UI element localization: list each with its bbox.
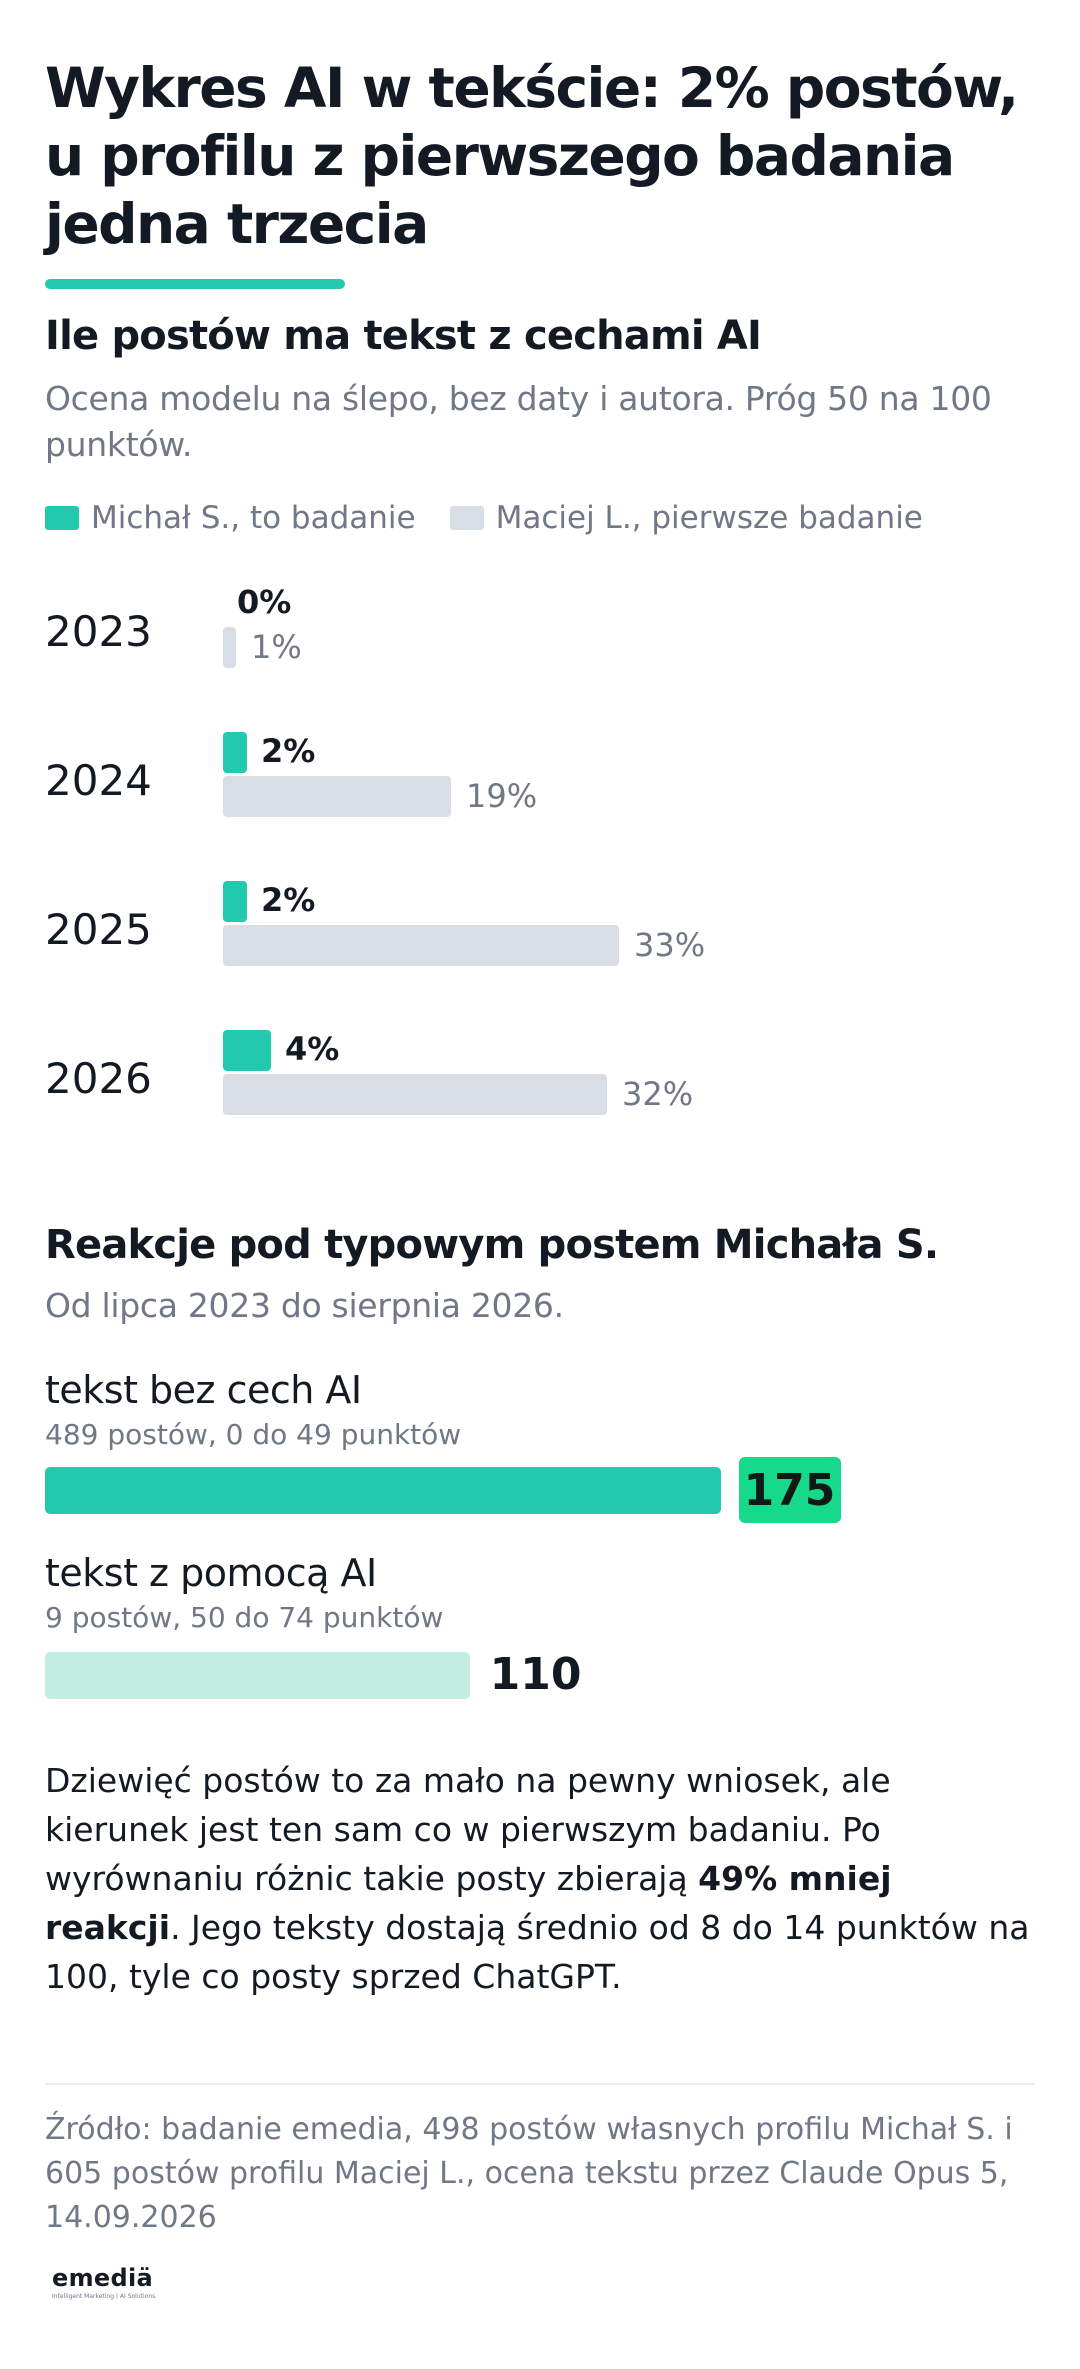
summary-paragraph: Dziewięć postów to za mało na pewny wnio… (45, 1756, 1035, 2001)
page-title: Wykres AI w tekście: 2% postów, u profil… (45, 56, 1019, 256)
reaction-category-note: 489 postów, 0 do 49 punktów (45, 1418, 462, 1451)
reaction-category-label: tekst z pomocą AI (45, 1551, 377, 1595)
bar-value-series-b: 32% (622, 1075, 694, 1113)
reaction-value-badge: 175 (738, 1457, 841, 1523)
legend-swatch-series-b (449, 506, 484, 530)
bar-series-b (223, 1074, 607, 1115)
bar-series-a (223, 732, 247, 773)
chart1-title: Ile postów ma tekst z cechami AI (45, 313, 762, 359)
bar-series-b (223, 776, 451, 817)
reaction-bar (45, 1467, 721, 1514)
bar-series-a (223, 881, 247, 922)
legend-label-series-a: Michał S., to badanie (91, 500, 416, 536)
bar-value-series-a: 2% (261, 732, 316, 770)
summary-text-end: . Jego teksty dostają średnio od 8 do 14… (45, 1908, 1030, 1996)
year-label: 2025 (45, 905, 152, 954)
bar-series-a (223, 1030, 271, 1071)
bar-value-series-b: 33% (634, 926, 706, 964)
bar-series-b (223, 627, 236, 668)
summary-highlight: 49% mniej reakcji (45, 1859, 892, 1947)
bar-series-b (223, 925, 619, 966)
source-note: Źródło: badanie emedia, 498 postów własn… (45, 2112, 1013, 2235)
chart1-legend: Michał S., to badanie Maciej L., pierwsz… (45, 496, 957, 540)
year-label: 2023 (45, 607, 152, 656)
summary-text-start: Dziewięć postów to za mało na pewny wnio… (45, 1761, 891, 1898)
reaction-value: 110 (489, 1649, 582, 1700)
bar-value-series-a: 2% (261, 881, 316, 919)
year-label: 2024 (45, 756, 152, 805)
bar-value-series-a: 4% (285, 1030, 340, 1068)
legend-label-series-b: Maciej L., pierwsze badanie (495, 500, 923, 536)
reaction-category-label: tekst bez cech AI (45, 1368, 362, 1412)
logo-wordmark: emediä (52, 2264, 153, 2292)
title-underline (45, 279, 345, 289)
bar-value-series-b: 19% (466, 777, 538, 815)
year-label: 2026 (45, 1054, 152, 1103)
reaction-category-note: 9 postów, 50 do 74 punktów (45, 1601, 444, 1634)
chart2-plot: tekst bez cech AI 489 postów, 0 do 49 pun… (45, 1368, 841, 1700)
chart2-subtitle: Od lipca 2023 do sierpnia 2026. (45, 1286, 564, 1325)
reaction-bar (45, 1652, 470, 1699)
bar-value-series-b: 1% (251, 628, 302, 666)
chart1-subtitle: Ocena modelu na ślepo, bez daty i autora… (45, 379, 992, 464)
chart2-title: Reakcje pod typowym postem Michała S. (45, 1222, 939, 1268)
bar-value-series-a: 0% (237, 583, 292, 621)
legend-swatch-series-a (45, 506, 79, 530)
logo-tagline: Intelligent Marketing | AI Solutions (52, 2293, 156, 2300)
legend-item-series-a: Michał S., to badanie (45, 500, 416, 536)
source-divider (45, 2083, 1035, 2085)
emedia-logo: emediä Intelligent Marketing | AI Soluti… (52, 2264, 155, 2300)
legend-item-series-b: Maciej L., pierwsze badanie (449, 500, 923, 536)
